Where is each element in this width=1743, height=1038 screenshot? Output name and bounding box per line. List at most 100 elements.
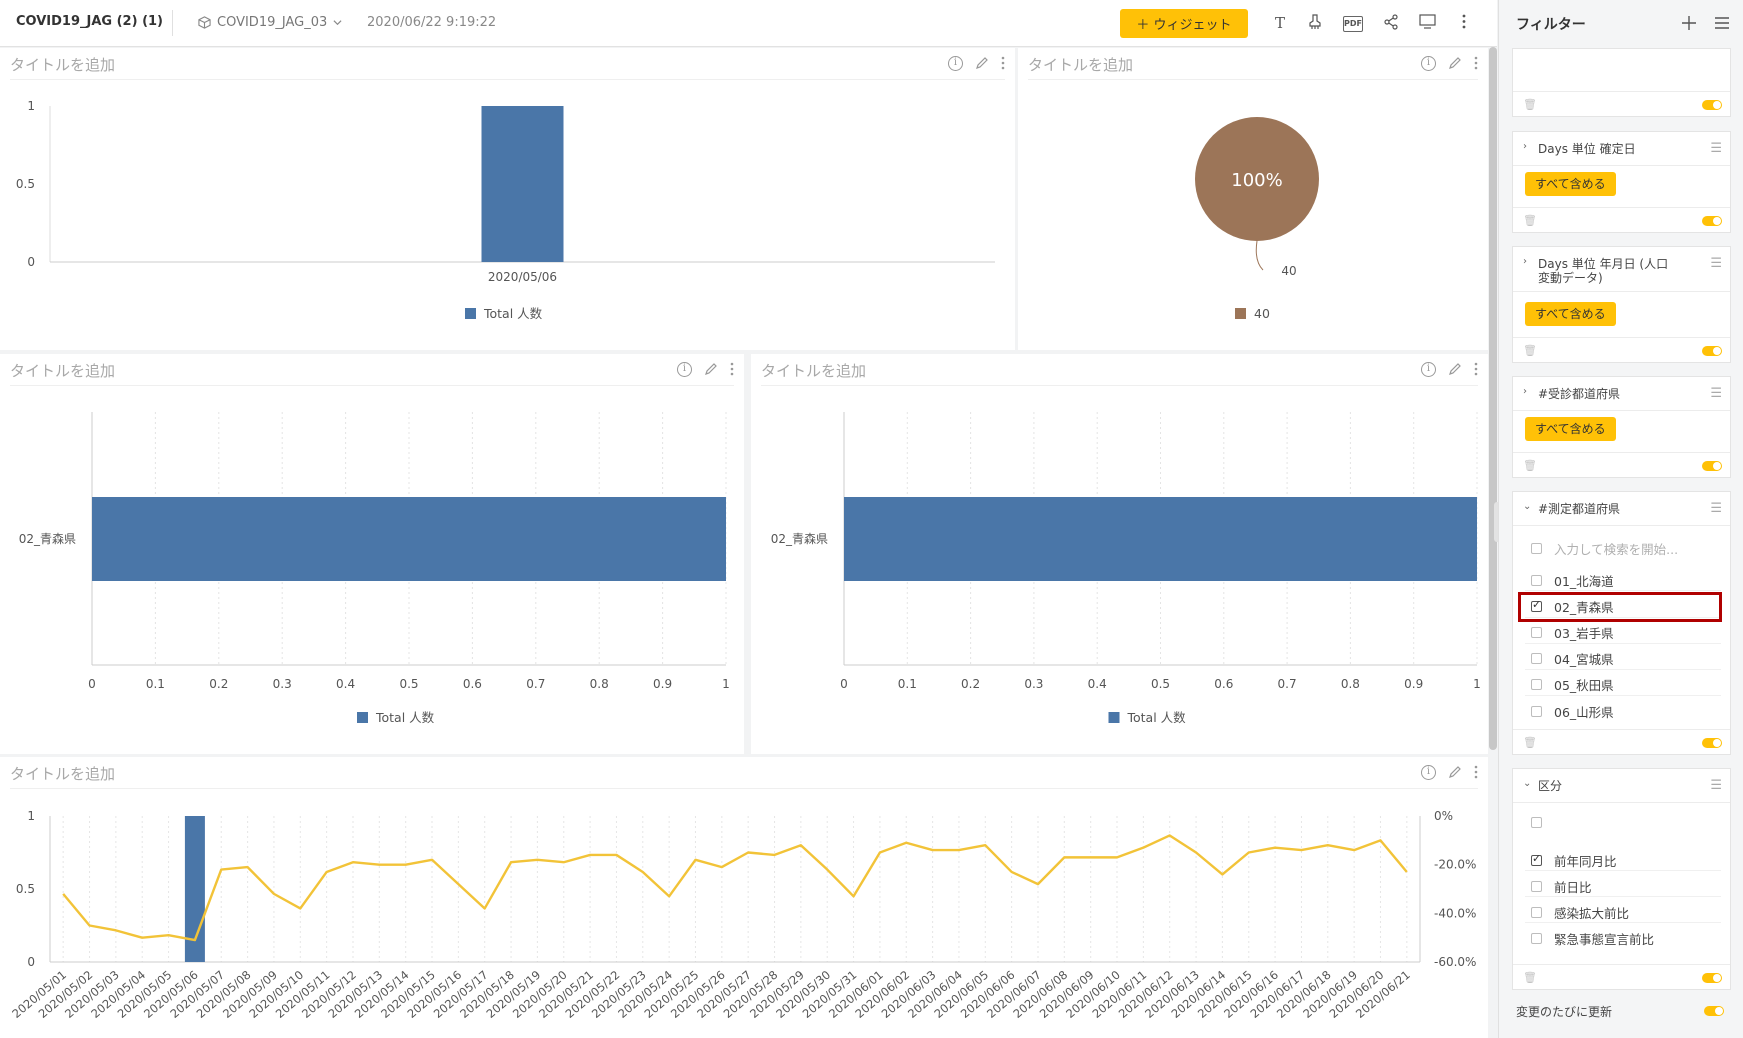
live-update-label: 変更のたびに更新 [1516,1005,1613,1019]
filter-toggle[interactable] [1702,973,1722,983]
option-checkbox[interactable] [1531,627,1542,638]
x-tick-label: 0.1 [898,677,917,691]
chevron-right-icon[interactable]: › [1523,141,1527,152]
drag-handle-icon[interactable]: ☰ [1710,778,1722,793]
filter-toggle[interactable] [1702,346,1722,356]
filter-toggle[interactable] [1702,461,1722,471]
widget-title[interactable]: タイトルを追加 [10,362,116,380]
chevron-down-icon[interactable]: ⌄ [1523,501,1532,512]
trash-icon[interactable]: 🗑 [1523,214,1537,227]
more-options-icon[interactable] [1454,14,1474,34]
option-checkbox[interactable] [1531,679,1542,690]
cube-icon [198,16,211,29]
x-tick-label: 0.5 [399,677,418,691]
trash-icon[interactable]: 🗑 [1523,971,1537,984]
option-checkbox-checked[interactable] [1531,598,1542,612]
brush-icon[interactable] [1305,14,1325,34]
pencil-icon[interactable] [1448,362,1462,376]
drag-handle-icon[interactable]: ☰ [1710,141,1722,156]
option-checkbox-checked[interactable] [1531,852,1542,866]
hamburger-menu-icon[interactable] [1715,17,1729,29]
filter-search[interactable]: 入力して検索を開始... [1531,539,1721,558]
share-icon[interactable] [1381,14,1401,34]
kebab-menu-icon[interactable] [730,362,734,376]
filter-card-header[interactable]: › #受診都道府県 ☰ [1513,377,1730,411]
pencil-icon[interactable] [704,362,718,376]
pencil-icon[interactable] [1448,765,1462,779]
filter-option[interactable]: 前日比 [1531,877,1721,896]
drag-handle-icon[interactable]: ☰ [1710,386,1722,401]
option-checkbox[interactable] [1531,907,1542,918]
filter-option[interactable]: 04_宮城県 [1531,649,1721,668]
dataset-selector[interactable]: COVID19_JAG_03 [198,15,342,30]
chevron-right-icon[interactable]: › [1523,256,1527,267]
filter-option[interactable]: 05_秋田県 [1531,675,1721,694]
x-tick-label: 0.8 [1341,677,1360,691]
trash-icon[interactable]: 🗑 [1523,344,1537,357]
widget-title[interactable]: タイトルを追加 [761,362,867,380]
option-checkbox[interactable] [1531,933,1542,944]
widget-hbar-chart-2: タイトルを追加 i 0 0.1 0.2 0.3 0.4 0.5 0.6 0.7 0.8 0.9 1 0… [751,354,1488,754]
option-checkbox[interactable] [1531,575,1542,586]
y-tick-label: 02_青森県 [19,531,76,546]
option-checkbox[interactable] [1531,881,1542,892]
filter-option[interactable]: 前年同月比 [1531,851,1721,870]
add-widget-button[interactable]: ＋ ウィジェット [1120,9,1248,38]
pencil-icon[interactable] [975,56,989,70]
plus-icon[interactable] [1682,16,1696,30]
filter-option[interactable]: 02_青森県 [1531,597,1721,616]
chevron-right-icon[interactable]: › [1523,386,1527,397]
legend-swatch [1108,712,1120,723]
kebab-menu-icon[interactable] [1474,56,1478,70]
filter-search[interactable] [1531,817,1721,828]
kebab-menu-icon[interactable] [1001,56,1005,70]
widget-title[interactable]: タイトルを追加 [1028,56,1134,74]
chart-3-plot: 0 0.1 0.2 0.3 0.4 0.5 0.6 0.7 0.8 0.9 1 02_青森県 Total… [19,412,730,725]
filter-option[interactable]: 06_山形県 [1531,702,1721,721]
kebab-menu-icon[interactable] [1474,765,1478,779]
filter-toggle[interactable] [1702,100,1722,110]
live-update-toggle[interactable] [1704,1006,1724,1016]
search-input[interactable]: 入力して検索を開始... [1554,542,1679,557]
filter-card-header[interactable]: ⌄ #測定都道府県 ☰ [1513,492,1730,526]
trash-icon[interactable]: 🗑 [1523,736,1537,749]
trash-icon[interactable]: 🗑 [1523,98,1537,111]
filter-option[interactable]: 緊急事態宣言前比 [1531,929,1721,948]
filter-toggle[interactable] [1702,738,1722,748]
include-all-button[interactable]: すべて含める [1525,302,1616,326]
include-all-button[interactable]: すべて含める [1525,172,1616,196]
pencil-icon[interactable] [1448,56,1462,70]
select-all-checkbox[interactable] [1531,817,1542,828]
dashboard-scrollbar[interactable] [1489,47,1497,750]
drag-handle-icon[interactable]: ☰ [1710,501,1722,516]
pdf-export-icon[interactable]: PDF [1343,16,1363,32]
filter-card-header[interactable]: ⌄ 区分 ☰ [1513,769,1730,803]
filter-card-header[interactable]: › Days 単位 年月日 (人口 変動データ) ☰ [1513,247,1730,292]
kebab-menu-icon[interactable] [1474,362,1478,376]
trash-icon[interactable]: 🗑 [1523,459,1537,472]
drag-handle-icon[interactable]: ☰ [1710,256,1722,271]
chevron-down-icon[interactable]: ⌄ [1523,778,1532,789]
select-all-checkbox[interactable] [1531,543,1542,554]
x-tick-label: 1 [1473,677,1481,691]
widget-title[interactable]: タイトルを追加 [10,56,116,74]
filter-option[interactable]: 01_北海道 [1531,571,1721,590]
info-icon[interactable]: i [1421,362,1436,377]
filter-toggle[interactable] [1702,216,1722,226]
filter-card-header[interactable]: › Days 単位 確定日 ☰ [1513,132,1730,166]
info-icon[interactable]: i [677,362,692,377]
widget-title[interactable]: タイトルを追加 [10,765,116,783]
series-line [62,834,1408,942]
filter-footer: 🗑 [1513,452,1730,477]
text-icon[interactable]: T [1274,14,1285,32]
include-all-button[interactable]: すべて含める [1525,417,1616,441]
option-checkbox[interactable] [1531,653,1542,664]
filter-option[interactable]: 感染拡大前比 [1531,903,1721,922]
info-icon[interactable]: i [1421,56,1436,71]
filter-card-measure-prefecture: ⌄ #測定都道府県 ☰ 入力して検索を開始... 01_北海道 02_青森県 0… [1512,491,1731,755]
info-icon[interactable]: i [1421,765,1436,780]
info-icon[interactable]: i [948,56,963,71]
filter-option[interactable]: 03_岩手県 [1531,623,1721,642]
option-checkbox[interactable] [1531,706,1542,717]
monitor-icon[interactable] [1417,14,1437,34]
